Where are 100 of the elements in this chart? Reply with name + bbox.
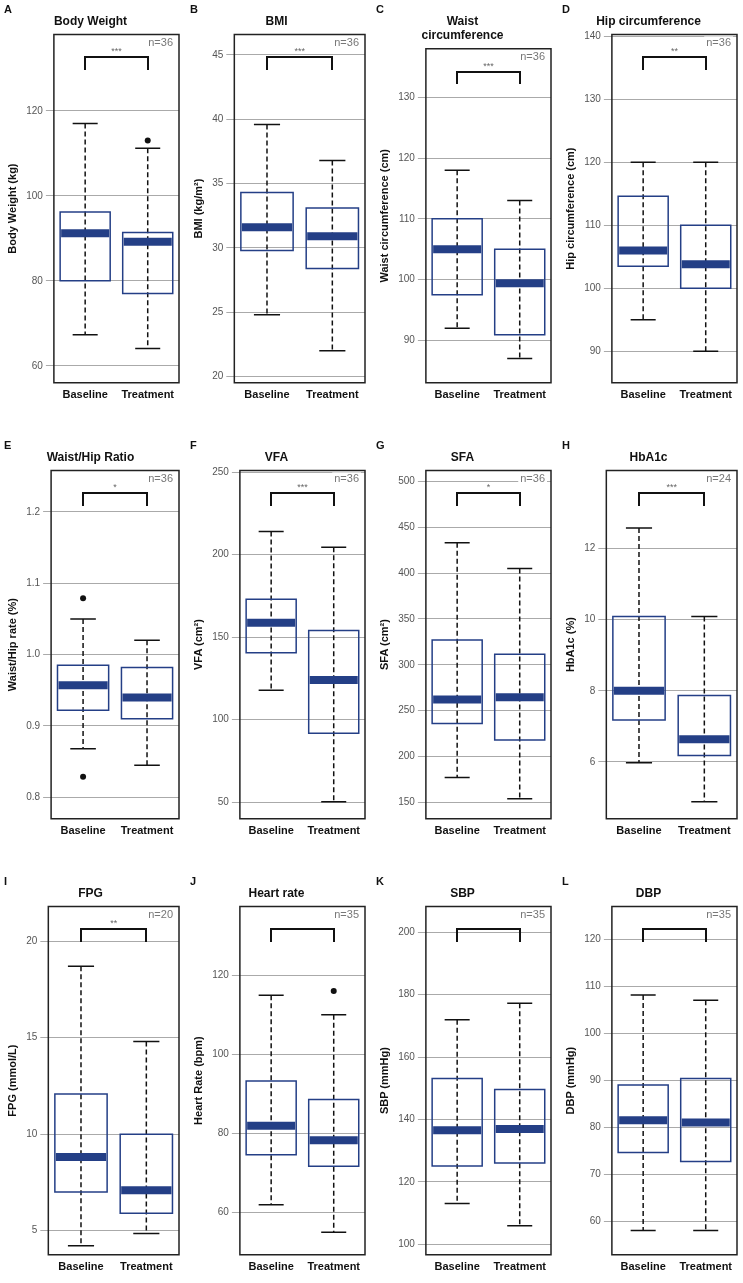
x-tick-label: Treatment (306, 388, 359, 401)
y-tick-label: 80 (589, 1121, 602, 1133)
y-tick-label: 10 (584, 613, 596, 625)
y-tick-label: 200 (212, 548, 230, 560)
annotation: n=35 (706, 907, 731, 920)
chart-title: SFA (450, 449, 475, 464)
annotation: ** (670, 46, 679, 57)
x-tick-label: Treatment (679, 388, 733, 401)
y-tick-label: 120 (584, 156, 602, 168)
y-tick-label: 60 (589, 1214, 602, 1226)
annotation: n=36 (520, 471, 545, 484)
y-tick-label: 500 (398, 475, 416, 487)
text: I (4, 874, 8, 887)
annotation: n=35 (334, 907, 359, 920)
x-tick-label: Treatment (679, 1260, 733, 1273)
chart-title: Waist/Hip Ratio (46, 449, 135, 464)
y-tick-label: 120 (398, 1175, 416, 1187)
y-tick-label: 1.1 (26, 576, 41, 588)
y-tick-label: 110 (398, 212, 416, 224)
y-tick-label: 120 (26, 104, 44, 116)
chart-title: Hip circumference (596, 13, 702, 28)
y-axis-title: Body Weight (kg) (5, 163, 18, 254)
x-tick-label: Baseline (60, 824, 106, 837)
text: D (562, 2, 570, 15)
y-tick-label: 10 (26, 1127, 38, 1139)
x-tick-label: Baseline (62, 388, 108, 401)
y-tick-label: 45 (212, 48, 224, 60)
y-tick-label: 30 (212, 241, 224, 253)
x-tick-label: Baseline (434, 824, 480, 837)
text: K (376, 874, 384, 887)
y-tick-label: 130 (398, 91, 416, 103)
y-tick-label: 50 (217, 796, 230, 808)
chart-title: DBP (635, 885, 662, 900)
y-tick-label: 100 (212, 1047, 230, 1059)
y-axis-title: Hip circumference (cm) (563, 147, 576, 270)
x-tick-label: Baseline (620, 388, 666, 401)
annotation: *** (666, 482, 678, 493)
y-axis-title: DBP (mmHg) (563, 1046, 576, 1115)
text: G (376, 438, 385, 451)
x-tick-label: Treatment (120, 824, 174, 837)
y-tick-label: 110 (584, 219, 602, 231)
x-tick-label: Baseline (620, 1260, 666, 1273)
y-tick-label: 100 (212, 713, 230, 725)
y-tick-label: 200 (398, 925, 416, 937)
y-tick-label: 0.9 (26, 719, 41, 731)
y-tick-label: 20 (26, 934, 38, 946)
y-tick-label: 100 (398, 273, 416, 285)
text: J (190, 874, 197, 887)
text: A (4, 2, 12, 15)
y-tick-label: 150 (212, 630, 230, 642)
y-tick-label: 100 (584, 1027, 602, 1039)
chart-title: HbA1c (629, 449, 668, 464)
annotation: ** (110, 918, 118, 929)
annotation: n=20 (148, 907, 173, 920)
y-tick-label: 150 (398, 796, 416, 808)
annotation: *** (111, 46, 123, 57)
annotation: *** (483, 60, 495, 71)
y-tick-label: 250 (212, 465, 230, 477)
annotation: n=36 (148, 471, 173, 484)
text: F (190, 438, 197, 451)
text: E (4, 438, 12, 451)
x-tick-label: Baseline (248, 824, 294, 837)
y-tick-label: 0.8 (26, 791, 41, 803)
y-tick-label: 120 (584, 933, 602, 945)
y-tick-label: 5 (31, 1224, 38, 1236)
chart-title: Heart rate (248, 885, 305, 900)
annotation: * (113, 482, 118, 493)
x-tick-label: Baseline (58, 1260, 104, 1273)
chart-title: BMI (265, 13, 288, 28)
text: B (190, 2, 198, 15)
annotation: * (486, 482, 491, 493)
y-axis-title: Waist circumference (cm) (377, 148, 390, 283)
y-tick-label: 100 (584, 282, 602, 294)
y-tick-label: 80 (31, 274, 44, 286)
x-tick-label: Treatment (493, 824, 547, 837)
annotation: n=36 (520, 50, 545, 63)
y-tick-label: 1.2 (26, 505, 41, 517)
y-tick-label: 200 (398, 750, 416, 762)
text: H (562, 438, 570, 451)
y-tick-label: 90 (403, 334, 416, 346)
chart-title: VFA (264, 449, 289, 464)
y-tick-label: 250 (398, 704, 416, 716)
annotation: *** (297, 482, 309, 493)
text: L (562, 874, 569, 887)
y-axis-title: Heart Rate (bpm) (191, 1035, 204, 1125)
x-tick-label: Treatment (121, 388, 175, 401)
y-tick-label: 450 (398, 520, 416, 532)
x-tick-label: Treatment (493, 388, 547, 401)
chart-title: Waist circumference (421, 13, 504, 42)
y-axis-title: SFA (cm²) (377, 618, 390, 671)
y-tick-label: 140 (398, 1113, 416, 1125)
y-tick-label: 300 (398, 658, 416, 670)
x-tick-label: Treatment (678, 824, 731, 837)
x-tick-label: Baseline (616, 824, 662, 837)
y-axis-title: Waist/Hip rate (%) (5, 597, 18, 692)
x-tick-label: Baseline (244, 388, 290, 401)
x-tick-label: Treatment (120, 1260, 173, 1273)
y-tick-label: 110 (584, 980, 602, 992)
y-tick-label: 20 (212, 370, 224, 382)
chart-title: Body Weight (53, 13, 128, 28)
